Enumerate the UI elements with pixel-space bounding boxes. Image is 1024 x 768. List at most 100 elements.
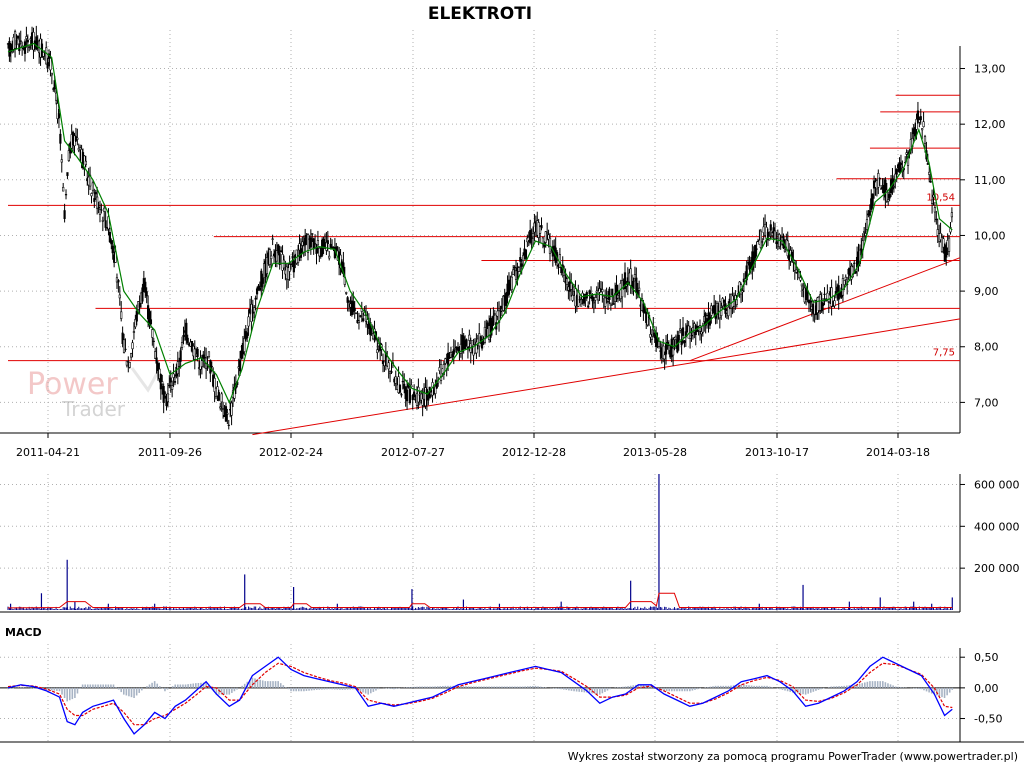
candle-body — [169, 377, 172, 383]
macd-lines — [7, 656, 953, 735]
candle-body — [304, 237, 307, 246]
candle-body — [207, 351, 211, 358]
candle-body — [895, 169, 898, 175]
candle-body — [401, 380, 404, 383]
candle-body — [185, 322, 188, 341]
candle-body — [926, 163, 929, 165]
candle-body — [326, 240, 329, 245]
candle-body — [588, 290, 591, 294]
candle-body — [25, 36, 28, 39]
volume-grid — [0, 474, 961, 613]
price-tick-label: 13,00 — [974, 63, 1006, 76]
candle-body — [173, 381, 177, 383]
candle-body — [180, 342, 184, 348]
candle-body — [844, 276, 847, 280]
candle-body — [275, 250, 278, 262]
date-axis: 2011-04-21 2011-09-26 2012-02-24 2012-07-27… — [16, 433, 930, 459]
date-tick-label: 2014-03-18 — [866, 446, 930, 459]
candle-body — [597, 290, 600, 301]
candle-body — [732, 299, 736, 307]
price-tick-label: 11,00 — [974, 174, 1006, 187]
candle-body — [546, 232, 549, 234]
candle-body — [84, 160, 87, 165]
candle-body — [288, 264, 291, 272]
candle-body — [822, 303, 825, 306]
candle-body — [311, 233, 314, 235]
candle-body — [216, 386, 219, 397]
candle-body — [544, 231, 547, 243]
candle-body — [425, 389, 428, 401]
price-candles — [6, 25, 953, 430]
candle-body — [325, 242, 328, 251]
candle-body — [108, 232, 111, 243]
candle-body — [196, 348, 199, 357]
candle-body — [643, 308, 646, 314]
candle-body — [93, 198, 96, 202]
candle-body — [149, 319, 153, 325]
candle-body — [471, 340, 474, 347]
candle-body — [265, 257, 269, 274]
candle-body — [898, 162, 901, 173]
candle-body — [144, 281, 147, 293]
candle-body — [357, 320, 361, 323]
volume-axis: 200 000 400 000 600 000 — [960, 478, 1020, 575]
candle-body — [592, 301, 595, 304]
macd-axis: 0,50 0,00 -0,50 — [960, 651, 1002, 726]
candle-body — [578, 299, 581, 301]
candle-body — [394, 376, 397, 384]
candle-body — [633, 274, 637, 279]
candle-body — [103, 207, 106, 212]
candle-body — [524, 249, 528, 260]
candle-body — [280, 250, 283, 253]
candle-body — [362, 318, 365, 321]
candle-body — [335, 246, 338, 251]
candle-body — [292, 260, 295, 273]
candle-body — [475, 341, 478, 354]
candle-body — [434, 386, 437, 394]
candle-body — [246, 332, 249, 339]
candle-body — [833, 300, 836, 307]
candle-body — [270, 255, 273, 259]
candle-body — [759, 230, 762, 248]
candle-body — [277, 244, 280, 254]
candle-body — [820, 302, 823, 312]
candle-body — [918, 119, 921, 123]
candle-body — [179, 350, 182, 362]
candle-body — [309, 237, 312, 248]
price-moving-average — [7, 42, 953, 404]
candle-body — [155, 357, 158, 364]
price-ma-line — [7, 42, 953, 404]
candle-body — [319, 255, 322, 257]
candle-body — [318, 247, 321, 257]
candle-body — [580, 303, 583, 307]
candle-body — [766, 231, 770, 241]
candle-body — [405, 389, 409, 402]
candle-body — [565, 278, 569, 285]
candle-body — [91, 182, 95, 191]
candle-body — [724, 303, 727, 314]
candle-body — [161, 381, 164, 385]
watermark-swoosh — [130, 367, 162, 393]
candle-body — [100, 209, 103, 211]
candle-body — [398, 384, 402, 393]
candle-body — [243, 338, 246, 352]
candle-body — [55, 92, 58, 101]
volume-tick-label: 200 000 — [974, 562, 1020, 575]
candle-body — [226, 412, 229, 415]
candle-body — [257, 285, 260, 289]
candle-body — [346, 297, 349, 303]
candle-body — [203, 357, 206, 359]
candle-body — [878, 177, 881, 180]
candle-body — [823, 293, 826, 295]
candle-body — [932, 194, 935, 198]
candle-body — [560, 266, 563, 274]
candle-body — [649, 334, 652, 338]
candle-body — [936, 229, 939, 236]
candle-body — [843, 280, 846, 286]
candle-body — [638, 287, 641, 291]
candle-body — [468, 334, 471, 341]
candle-body — [690, 334, 693, 337]
candle-body — [49, 58, 52, 71]
volume-moving-average — [7, 592, 953, 609]
